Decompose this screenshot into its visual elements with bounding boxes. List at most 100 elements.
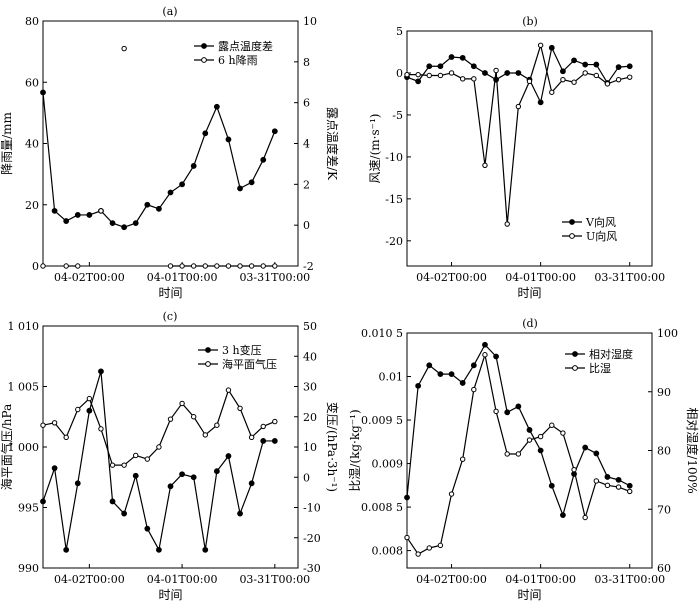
- data-point: [627, 488, 633, 495]
- data-point: [167, 483, 174, 490]
- data-point: [202, 546, 209, 553]
- data-point: [582, 70, 588, 76]
- data-point: [156, 205, 162, 212]
- x-tick-label: 04-01T00:00: [505, 271, 576, 284]
- legend-marker: [205, 361, 211, 367]
- data-point: [515, 70, 522, 76]
- y-tick-label: 20: [25, 199, 39, 212]
- data-point: [248, 179, 255, 186]
- plot-frame: [406, 30, 653, 267]
- legend-label: 露点温度差: [218, 39, 273, 53]
- data-point: [504, 451, 510, 457]
- x-tick-label: 03-31T00:00: [239, 573, 310, 586]
- legend-label: U向风: [586, 229, 617, 243]
- panel-label: (d): [522, 317, 538, 330]
- data-point: [548, 482, 555, 489]
- data-point: [459, 54, 466, 61]
- data-point: [51, 465, 58, 472]
- data-point: [426, 63, 433, 70]
- data-point: [132, 472, 139, 479]
- y-tick-label: 60: [25, 76, 39, 89]
- panel-label: (a): [162, 5, 177, 18]
- series-line: [42, 388, 276, 466]
- y-tick-label: 0.009: [372, 458, 404, 471]
- data-point: [260, 423, 266, 430]
- data-point: [86, 212, 93, 218]
- data-point: [604, 482, 611, 489]
- data-point: [225, 136, 232, 143]
- y-tick-label: 0: [396, 67, 403, 80]
- data-point: [615, 484, 622, 490]
- data-point: [571, 466, 577, 473]
- panel-d: (d) 04-02T00:00 04-01T00:00 03-31T00:00 时间 0.…: [347, 317, 700, 602]
- data-point: [548, 44, 555, 51]
- legend-label: 相对湿度: [589, 347, 633, 361]
- data-point: [437, 542, 444, 549]
- data-point: [167, 416, 174, 422]
- data-point: [504, 70, 511, 76]
- panel-b: (b) 04-02T00:00 04-01T00:00 03-31T00:00 时间 5 0…: [368, 15, 665, 300]
- data-point: [582, 514, 588, 521]
- data-point: [225, 453, 232, 459]
- data-point: [121, 224, 128, 231]
- data-point: [40, 89, 46, 96]
- y2-tick-label: -20: [303, 532, 321, 545]
- data-point: [144, 456, 151, 462]
- y-tick-label: 0.01: [379, 371, 404, 384]
- data-point: [515, 451, 522, 457]
- data-point: [437, 371, 444, 378]
- y-tick-label: 995: [18, 502, 39, 515]
- data-point: [537, 99, 544, 106]
- data-point: [426, 545, 432, 551]
- data-point: [526, 427, 533, 433]
- data-point: [225, 263, 232, 269]
- data-point: [470, 63, 477, 70]
- data-point: [415, 71, 421, 78]
- data-point: [121, 510, 128, 517]
- data-point: [190, 163, 197, 169]
- data-point: [144, 201, 151, 208]
- y2-tick-label: 10: [303, 441, 317, 454]
- y2-tick-label: 50: [303, 320, 317, 333]
- data-point: [504, 221, 510, 227]
- data-point: [75, 263, 81, 269]
- y-axis-label-left: 风速/(m·s⁻¹): [368, 114, 382, 184]
- y2-tick-label: 4: [303, 138, 310, 151]
- y-tick-label: -20: [385, 235, 403, 248]
- y2-tick-label: 6: [303, 97, 310, 110]
- y-axis-label-right: 相对湿度/100%: [685, 407, 700, 493]
- y-tick-label: 0.009 5: [361, 414, 403, 427]
- data-point: [51, 420, 58, 426]
- data-point: [190, 263, 197, 269]
- data-point: [493, 408, 499, 415]
- legend-label: 6 h降雨: [218, 53, 258, 67]
- data-point: [626, 482, 633, 489]
- panel-c: (c) 04-02T00:00 04-01T00:00 03-31T00:00 时间 99…: [0, 310, 340, 602]
- data-point: [571, 79, 577, 85]
- data-point: [248, 480, 255, 487]
- y2-tick-label: 10: [303, 15, 317, 28]
- data-point: [190, 414, 197, 420]
- data-point: [132, 220, 139, 227]
- data-point: [426, 72, 432, 79]
- data-point: [482, 70, 488, 76]
- data-point: [98, 426, 104, 432]
- data-point: [40, 498, 46, 505]
- data-point: [448, 54, 455, 60]
- data-point: [549, 89, 555, 95]
- legend-marker: [572, 351, 578, 357]
- data-point: [448, 371, 455, 378]
- data-point: [593, 450, 600, 457]
- data-point: [225, 387, 232, 393]
- y-tick-label: 0: [32, 260, 39, 273]
- legend-marker: [201, 57, 207, 63]
- data-point: [627, 74, 633, 80]
- data-point: [593, 61, 600, 68]
- y2-tick-label: 30: [303, 381, 317, 394]
- data-point: [86, 407, 93, 414]
- y-tick-label: -10: [385, 151, 403, 164]
- legend-marker: [569, 233, 575, 239]
- legend-label: 海平面气压: [222, 357, 277, 371]
- data-point: [615, 476, 622, 483]
- y-tick-label: 80: [25, 15, 39, 28]
